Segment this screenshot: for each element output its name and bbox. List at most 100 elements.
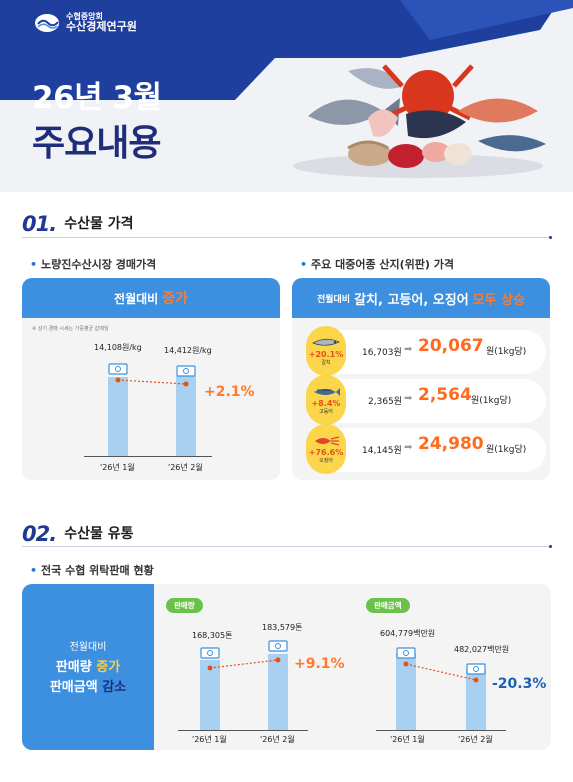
fish-price-row: +76.6% 오징어 14,145원 ➡ 24,980 원(1kg당) (306, 424, 546, 474)
summary-line3: 판매금액 감소 (22, 676, 154, 695)
money-marker-icon (268, 640, 288, 652)
amount-change-rate: -20.3% (492, 676, 547, 692)
summary-volume-label: 판매량 (55, 660, 92, 675)
hero-banner: 수협중앙회 수산경제연구원 26년 3월 주요내용 (0, 0, 573, 192)
fish-name: 갈치 (321, 360, 331, 366)
report-period: 26년 3월 (32, 80, 162, 116)
summary-line1: 전월대비 (69, 642, 107, 653)
volume-x-label-feb: '26년 2월 (260, 735, 295, 744)
auction-x-axis (84, 456, 212, 457)
summary-volume-trend: 증가 (96, 660, 121, 675)
money-marker-icon (396, 647, 416, 659)
section2-title: 수산물 유통 (64, 526, 134, 542)
fish-change-rate: +76.6% (308, 448, 344, 457)
auction-trend-line (115, 377, 189, 387)
volume-value-label-feb: 183,579톤 (262, 623, 303, 632)
section2-bullet-text: 전국 수협 위탁판매 현황 (41, 564, 154, 577)
section1-divider-dot (549, 236, 552, 239)
section1-right-bullet-text: 주요 대중어종 산지(위판) 가격 (311, 258, 455, 271)
auction-x-label-feb: '26년 2월 (168, 463, 203, 472)
auction-price-card: 전월대비 증가 ※ 상기 경매 시세는 가중평균 값에임 14,108원/kg … (22, 278, 280, 480)
seafood-illustration (293, 64, 546, 178)
fish-header-prefix: 전월대비 (316, 294, 351, 305)
summary-amount-trend: 감소 (102, 680, 127, 695)
section2-bullet: • 전국 수협 위탁판매 현황 (30, 564, 154, 577)
amount-x-label-jan: '26년 1월 (390, 735, 425, 744)
fish-name: 고등어 (319, 409, 333, 415)
org-name-line2: 수산경제연구원 (66, 20, 137, 34)
volume-x-label-jan: '26년 1월 (192, 735, 227, 744)
fish-badge: +76.6% 오징어 (306, 424, 346, 474)
fish-change-rate: +8.4% (311, 399, 341, 408)
amount-trend-line (403, 661, 479, 683)
fish-prev-price: 14,145원 (362, 446, 402, 456)
fish-header-highlight: 모두 상승 (472, 292, 526, 308)
section2-divider-dot (549, 545, 552, 548)
volume-pill: 판매량 (166, 598, 203, 613)
page-title: 주요내용 (32, 123, 161, 164)
summary-amount-label: 판매금액 (49, 680, 98, 695)
amount-x-axis (376, 730, 506, 731)
fish-price-unit: 원(1kg당) (486, 347, 527, 357)
fish-price-row: +8.4% 고등어 2,365원 ➡ 2,564 원(1kg당) (306, 375, 546, 425)
money-marker-icon (176, 365, 196, 377)
fish-badge: +8.4% 고등어 (306, 375, 346, 425)
fish-price-row: +20.1% 갈치 16,703원 ➡ 20,067 원(1kg당) (306, 326, 546, 376)
fish-prev-price: 2,365원 (368, 397, 403, 407)
auction-bar-jan (108, 377, 128, 456)
auction-footnote: ※ 상기 경매 시세는 가중평균 값에임 (32, 326, 109, 332)
section1-number: 01. (22, 212, 57, 236)
section1-title: 수산물 가격 (64, 216, 134, 232)
amount-x-label-feb: '26년 2월 (458, 735, 493, 744)
volume-bar-feb (268, 654, 288, 730)
auction-bar-feb (176, 376, 196, 456)
fish-price-unit: 원(1kg당) (486, 445, 527, 455)
suhyup-logo-icon (35, 13, 59, 32)
money-marker-icon (466, 663, 486, 675)
section1-heading: 01. 수산물 가격 (22, 212, 133, 236)
distribution-summary-panel: 전월대비 판매량 증가 판매금액 감소 (22, 584, 154, 750)
org-name-line1: 수협중앙회 (66, 12, 103, 21)
fish-header-items: 갈치, 고등어, 오징어 (354, 292, 469, 308)
volume-change-rate: +9.1% (294, 656, 345, 672)
amount-bar-jan (396, 654, 416, 730)
auction-x-label-jan: '26년 1월 (100, 463, 135, 472)
auction-header-highlight: 증가 (162, 291, 188, 307)
amount-pill: 판매금액 (366, 598, 410, 613)
auction-header-prefix: 전월대비 (114, 291, 159, 306)
section2-heading: 02. 수산물 유통 (22, 522, 133, 546)
section1-divider (22, 237, 550, 238)
arrow-right-icon: ➡ (404, 393, 413, 404)
fish-current-price: 20,067 (418, 336, 484, 356)
auction-value-label-feb: 14,412원/kg (164, 346, 212, 355)
hairtail-icon (312, 338, 340, 346)
squid-icon (315, 436, 340, 446)
auction-card-header: 전월대비 증가 (22, 278, 280, 318)
fish-card-header: 전월대비 갈치, 고등어, 오징어 모두 상승 (292, 278, 550, 318)
mackerel-icon (314, 388, 340, 396)
section2-divider (22, 546, 550, 547)
section2-number: 02. (22, 522, 57, 546)
fish-change-rate: +20.1% (308, 350, 344, 359)
hero-blue-band (0, 0, 573, 100)
fish-name: 오징어 (319, 458, 333, 464)
distribution-charts-panel: 판매량 168,305톤 183,579톤 +9.1% '26년 1월 '26년… (154, 584, 551, 750)
summary-line2: 판매량 증가 (22, 656, 154, 675)
auction-change-rate: +2.1% (204, 384, 255, 400)
volume-x-axis (178, 730, 308, 731)
amount-value-label-feb: 482,027백만원 (454, 645, 510, 654)
fish-prev-price: 16,703원 (362, 348, 402, 358)
fish-price-unit: 원(1kg당) (471, 396, 512, 406)
volume-value-label-jan: 168,305톤 (192, 631, 233, 640)
section1-left-bullet: • 노량진수산시장 경매가격 (30, 258, 157, 271)
amount-bar-feb (466, 669, 486, 730)
fish-price-card: 전월대비 갈치, 고등어, 오징어 모두 상승 +20.1% 갈치 16,703… (292, 278, 550, 480)
volume-bar-jan (200, 660, 220, 730)
fish-badge: +20.1% 갈치 (306, 326, 346, 376)
money-marker-icon (200, 647, 220, 659)
section1-left-bullet-text: 노량진수산시장 경매가격 (41, 258, 157, 271)
auction-value-label-jan: 14,108원/kg (94, 343, 142, 352)
arrow-right-icon: ➡ (404, 442, 413, 453)
amount-value-label-jan: 604,779백만원 (380, 629, 436, 638)
volume-trend-line (207, 657, 281, 671)
